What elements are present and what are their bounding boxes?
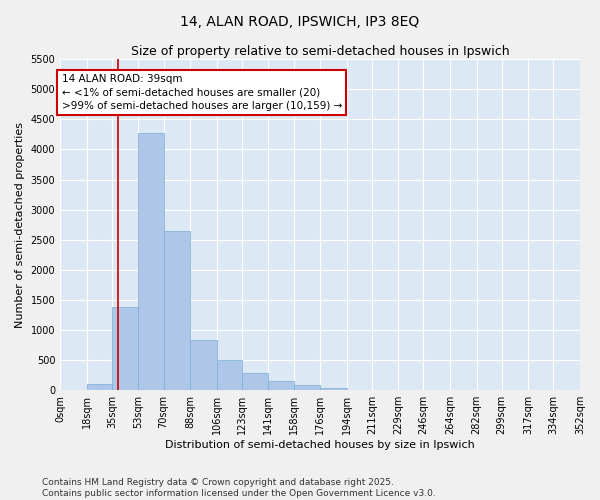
Bar [217, 360, 242, 390]
Text: 14, ALAN ROAD, IPSWICH, IP3 8EQ: 14, ALAN ROAD, IPSWICH, IP3 8EQ [181, 15, 419, 29]
Bar [320, 388, 347, 390]
Text: Contains HM Land Registry data © Crown copyright and database right 2025.
Contai: Contains HM Land Registry data © Crown c… [42, 478, 436, 498]
Bar [268, 381, 293, 390]
Y-axis label: Number of semi-detached properties: Number of semi-detached properties [15, 122, 25, 328]
Bar [190, 340, 217, 390]
Bar [164, 230, 190, 390]
Title: Size of property relative to semi-detached houses in Ipswich: Size of property relative to semi-detach… [131, 45, 509, 58]
Bar [293, 386, 320, 390]
Bar [139, 132, 164, 390]
Bar [242, 374, 268, 390]
X-axis label: Distribution of semi-detached houses by size in Ipswich: Distribution of semi-detached houses by … [165, 440, 475, 450]
Bar [87, 384, 112, 390]
Bar [112, 307, 139, 390]
Text: 14 ALAN ROAD: 39sqm
← <1% of semi-detached houses are smaller (20)
>99% of semi-: 14 ALAN ROAD: 39sqm ← <1% of semi-detach… [62, 74, 342, 110]
